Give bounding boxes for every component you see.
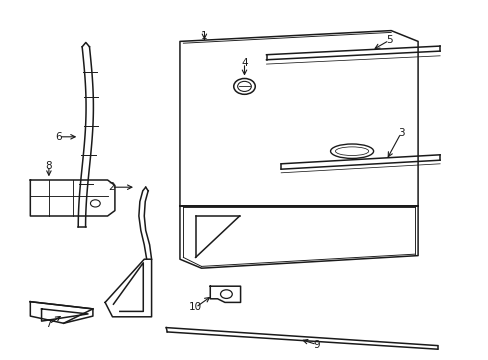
Text: 8: 8 [45,161,52,171]
Text: 3: 3 [397,128,404,138]
Text: 2: 2 [108,182,115,192]
Text: 10: 10 [189,302,202,312]
Text: 6: 6 [55,132,62,142]
Text: 4: 4 [241,58,247,68]
Text: 5: 5 [385,35,392,45]
Text: 1: 1 [201,31,207,41]
Text: 9: 9 [313,339,320,350]
Text: 7: 7 [45,319,52,329]
